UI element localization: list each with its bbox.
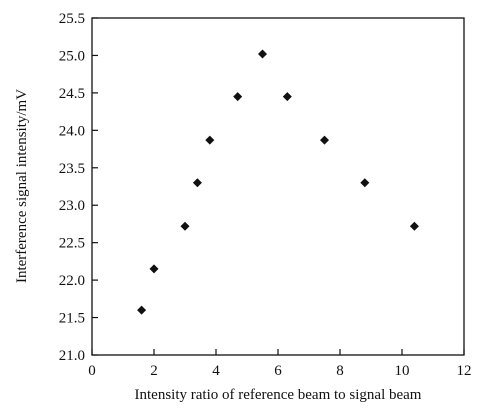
data-point xyxy=(137,306,146,315)
axis-ticks xyxy=(92,18,464,355)
data-point xyxy=(320,136,329,145)
y-tick-label: 23.0 xyxy=(59,198,85,214)
y-tick-label: 23.5 xyxy=(59,161,85,177)
y-tick-label: 24.5 xyxy=(59,86,85,102)
data-point xyxy=(360,178,369,187)
data-point xyxy=(181,222,190,231)
y-tick-label: 22.0 xyxy=(59,273,85,289)
data-point xyxy=(410,222,419,231)
y-tick-label: 24.0 xyxy=(59,123,85,139)
data-point xyxy=(258,49,267,58)
x-tick-label: 12 xyxy=(457,363,472,379)
plot-frame xyxy=(92,18,464,355)
data-point xyxy=(150,264,159,273)
y-axis-label: Interference signal intensity/mV xyxy=(14,89,30,283)
data-point xyxy=(193,178,202,187)
y-tick-labels: 21.0 21.5 22.0 22.5 23.0 23.5 24.0 24.5 25.0 25.5 xyxy=(59,11,85,364)
x-tick-label: 4 xyxy=(212,363,220,379)
x-tick-label: 8 xyxy=(336,363,344,379)
data-point xyxy=(283,92,292,101)
x-tick-label: 10 xyxy=(395,363,410,379)
y-tick-label: 25.5 xyxy=(59,11,85,27)
y-tick-label: 25.0 xyxy=(59,48,85,64)
x-tick-label: 2 xyxy=(150,363,158,379)
y-tick-label: 21.5 xyxy=(59,311,85,327)
y-tick-label: 21.0 xyxy=(59,348,85,364)
x-tick-label: 6 xyxy=(274,363,282,379)
x-tick-label: 0 xyxy=(88,363,96,379)
data-point xyxy=(205,136,214,145)
x-tick-labels: 0 2 4 6 8 10 12 xyxy=(88,363,471,379)
data-points xyxy=(137,49,419,314)
data-point xyxy=(233,92,242,101)
y-tick-label: 22.5 xyxy=(59,236,85,252)
x-axis-label: Intensity ratio of reference beam to sig… xyxy=(135,387,422,403)
